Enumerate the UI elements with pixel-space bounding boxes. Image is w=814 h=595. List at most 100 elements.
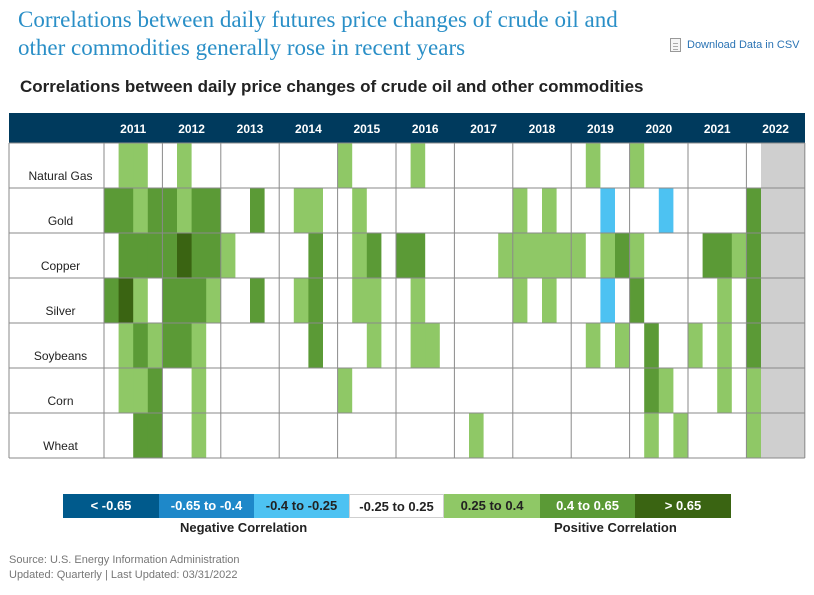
year-label: 2015	[353, 122, 380, 136]
heatmap-cell	[410, 233, 426, 278]
heatmap-cell	[337, 368, 353, 413]
heatmap-cell	[702, 188, 718, 233]
row-label: Silver	[45, 304, 75, 318]
heatmap-cell	[702, 278, 718, 323]
heatmap-cell	[571, 413, 587, 458]
heatmap-cell	[264, 368, 280, 413]
heatmap-cell	[761, 233, 776, 278]
heatmap-cell	[644, 323, 660, 368]
heatmap-cell	[118, 413, 134, 458]
heatmap-cell	[629, 368, 645, 413]
heatmap-cell	[177, 188, 192, 233]
heatmap-cell	[308, 233, 324, 278]
heatmap-cell	[337, 413, 353, 458]
heatmap-cell	[162, 233, 178, 278]
heatmap-cell	[556, 233, 572, 278]
download-csv-link[interactable]: Download Data in CSV	[670, 38, 800, 52]
year-label: 2016	[412, 122, 439, 136]
heatmap-cell	[556, 323, 572, 368]
heatmap-cell	[323, 413, 338, 458]
heatmap-cell	[264, 278, 280, 323]
heatmap-cell	[615, 368, 630, 413]
heatmap-cell	[556, 143, 572, 188]
correlation-heatmap: 2011 2012 2013 2014 2015 2016 2017 2018 2019 2020…	[8, 113, 806, 459]
heatmap-cell	[162, 143, 178, 188]
heatmap-cell	[337, 233, 353, 278]
heatmap-cell	[147, 188, 163, 233]
heatmap-cell	[498, 323, 514, 368]
heatmap-cell	[629, 323, 645, 368]
heatmap-cell	[483, 368, 499, 413]
heatmap-cell	[147, 278, 163, 323]
heatmap-cell	[556, 188, 572, 233]
heatmap-cell	[264, 323, 280, 368]
heatmap-cell	[250, 323, 265, 368]
heatmap-cell	[250, 233, 265, 278]
heatmap-cell	[483, 278, 499, 323]
heatmap-cell	[381, 323, 397, 368]
heatmap-cell	[337, 143, 353, 188]
heatmap-cell	[790, 143, 806, 188]
heatmap-cell	[220, 413, 236, 458]
heatmap-cell	[279, 188, 295, 233]
heatmap-cell	[425, 143, 441, 188]
heatmap-cell	[250, 278, 265, 323]
heatmap-cell	[571, 278, 587, 323]
heatmap-cell	[162, 413, 178, 458]
heatmap-cell	[191, 278, 207, 323]
heatmap-cell	[191, 368, 207, 413]
heatmap-cell	[381, 413, 397, 458]
heatmap-cell	[688, 143, 703, 188]
heatmap-cell	[162, 188, 178, 233]
heatmap-cell	[673, 233, 689, 278]
heatmap-cell	[498, 368, 514, 413]
heatmap-cell	[337, 323, 353, 368]
heatmap-cell	[206, 233, 222, 278]
year-label: 2019	[587, 122, 614, 136]
heatmap-cell	[439, 188, 455, 233]
heatmap-cell	[118, 188, 134, 233]
heatmap-cell	[746, 323, 762, 368]
heatmap-cell	[410, 143, 426, 188]
heatmap-cell	[410, 368, 426, 413]
heatmap-cell	[527, 233, 543, 278]
heatmap-cell	[775, 233, 791, 278]
heatmap-cell	[761, 278, 776, 323]
heatmap-cell	[293, 368, 309, 413]
heatmap-cell	[396, 188, 411, 233]
heatmap-cell	[191, 413, 207, 458]
heatmap-cell	[454, 233, 470, 278]
heatmap-cell	[191, 323, 207, 368]
heatmap-cell	[133, 323, 149, 368]
heatmap-cell	[717, 413, 733, 458]
heatmap-cell	[425, 323, 441, 368]
heatmap-cell	[629, 278, 645, 323]
row-label-cell	[9, 413, 104, 458]
row-label: Copper	[41, 259, 80, 273]
heatmap-cell	[250, 413, 265, 458]
heatmap-cell	[104, 278, 119, 323]
legend-item: -0.25 to 0.25	[349, 494, 444, 518]
year-label: 2022	[762, 122, 789, 136]
heatmap-cell	[585, 233, 601, 278]
heatmap-cell	[425, 233, 441, 278]
heatmap-cell	[191, 233, 207, 278]
heatmap-cell	[308, 188, 324, 233]
heatmap-cell	[323, 278, 338, 323]
heatmap-cell	[264, 143, 280, 188]
row-label-cell	[9, 188, 104, 233]
heatmap-cell	[761, 323, 776, 368]
heatmap-cell	[673, 368, 689, 413]
row-label: Gold	[48, 214, 73, 228]
heatmap-cell	[469, 368, 484, 413]
heatmap-cell	[381, 188, 397, 233]
heatmap-cell	[585, 278, 601, 323]
heatmap-cell	[220, 233, 236, 278]
heatmap-cell	[688, 278, 703, 323]
year-label: 2018	[529, 122, 556, 136]
heatmap-cell	[323, 188, 338, 233]
heatmap-cell	[118, 143, 134, 188]
heatmap-cell	[688, 233, 703, 278]
heatmap-cell	[118, 233, 134, 278]
heatmap-cell	[279, 413, 295, 458]
